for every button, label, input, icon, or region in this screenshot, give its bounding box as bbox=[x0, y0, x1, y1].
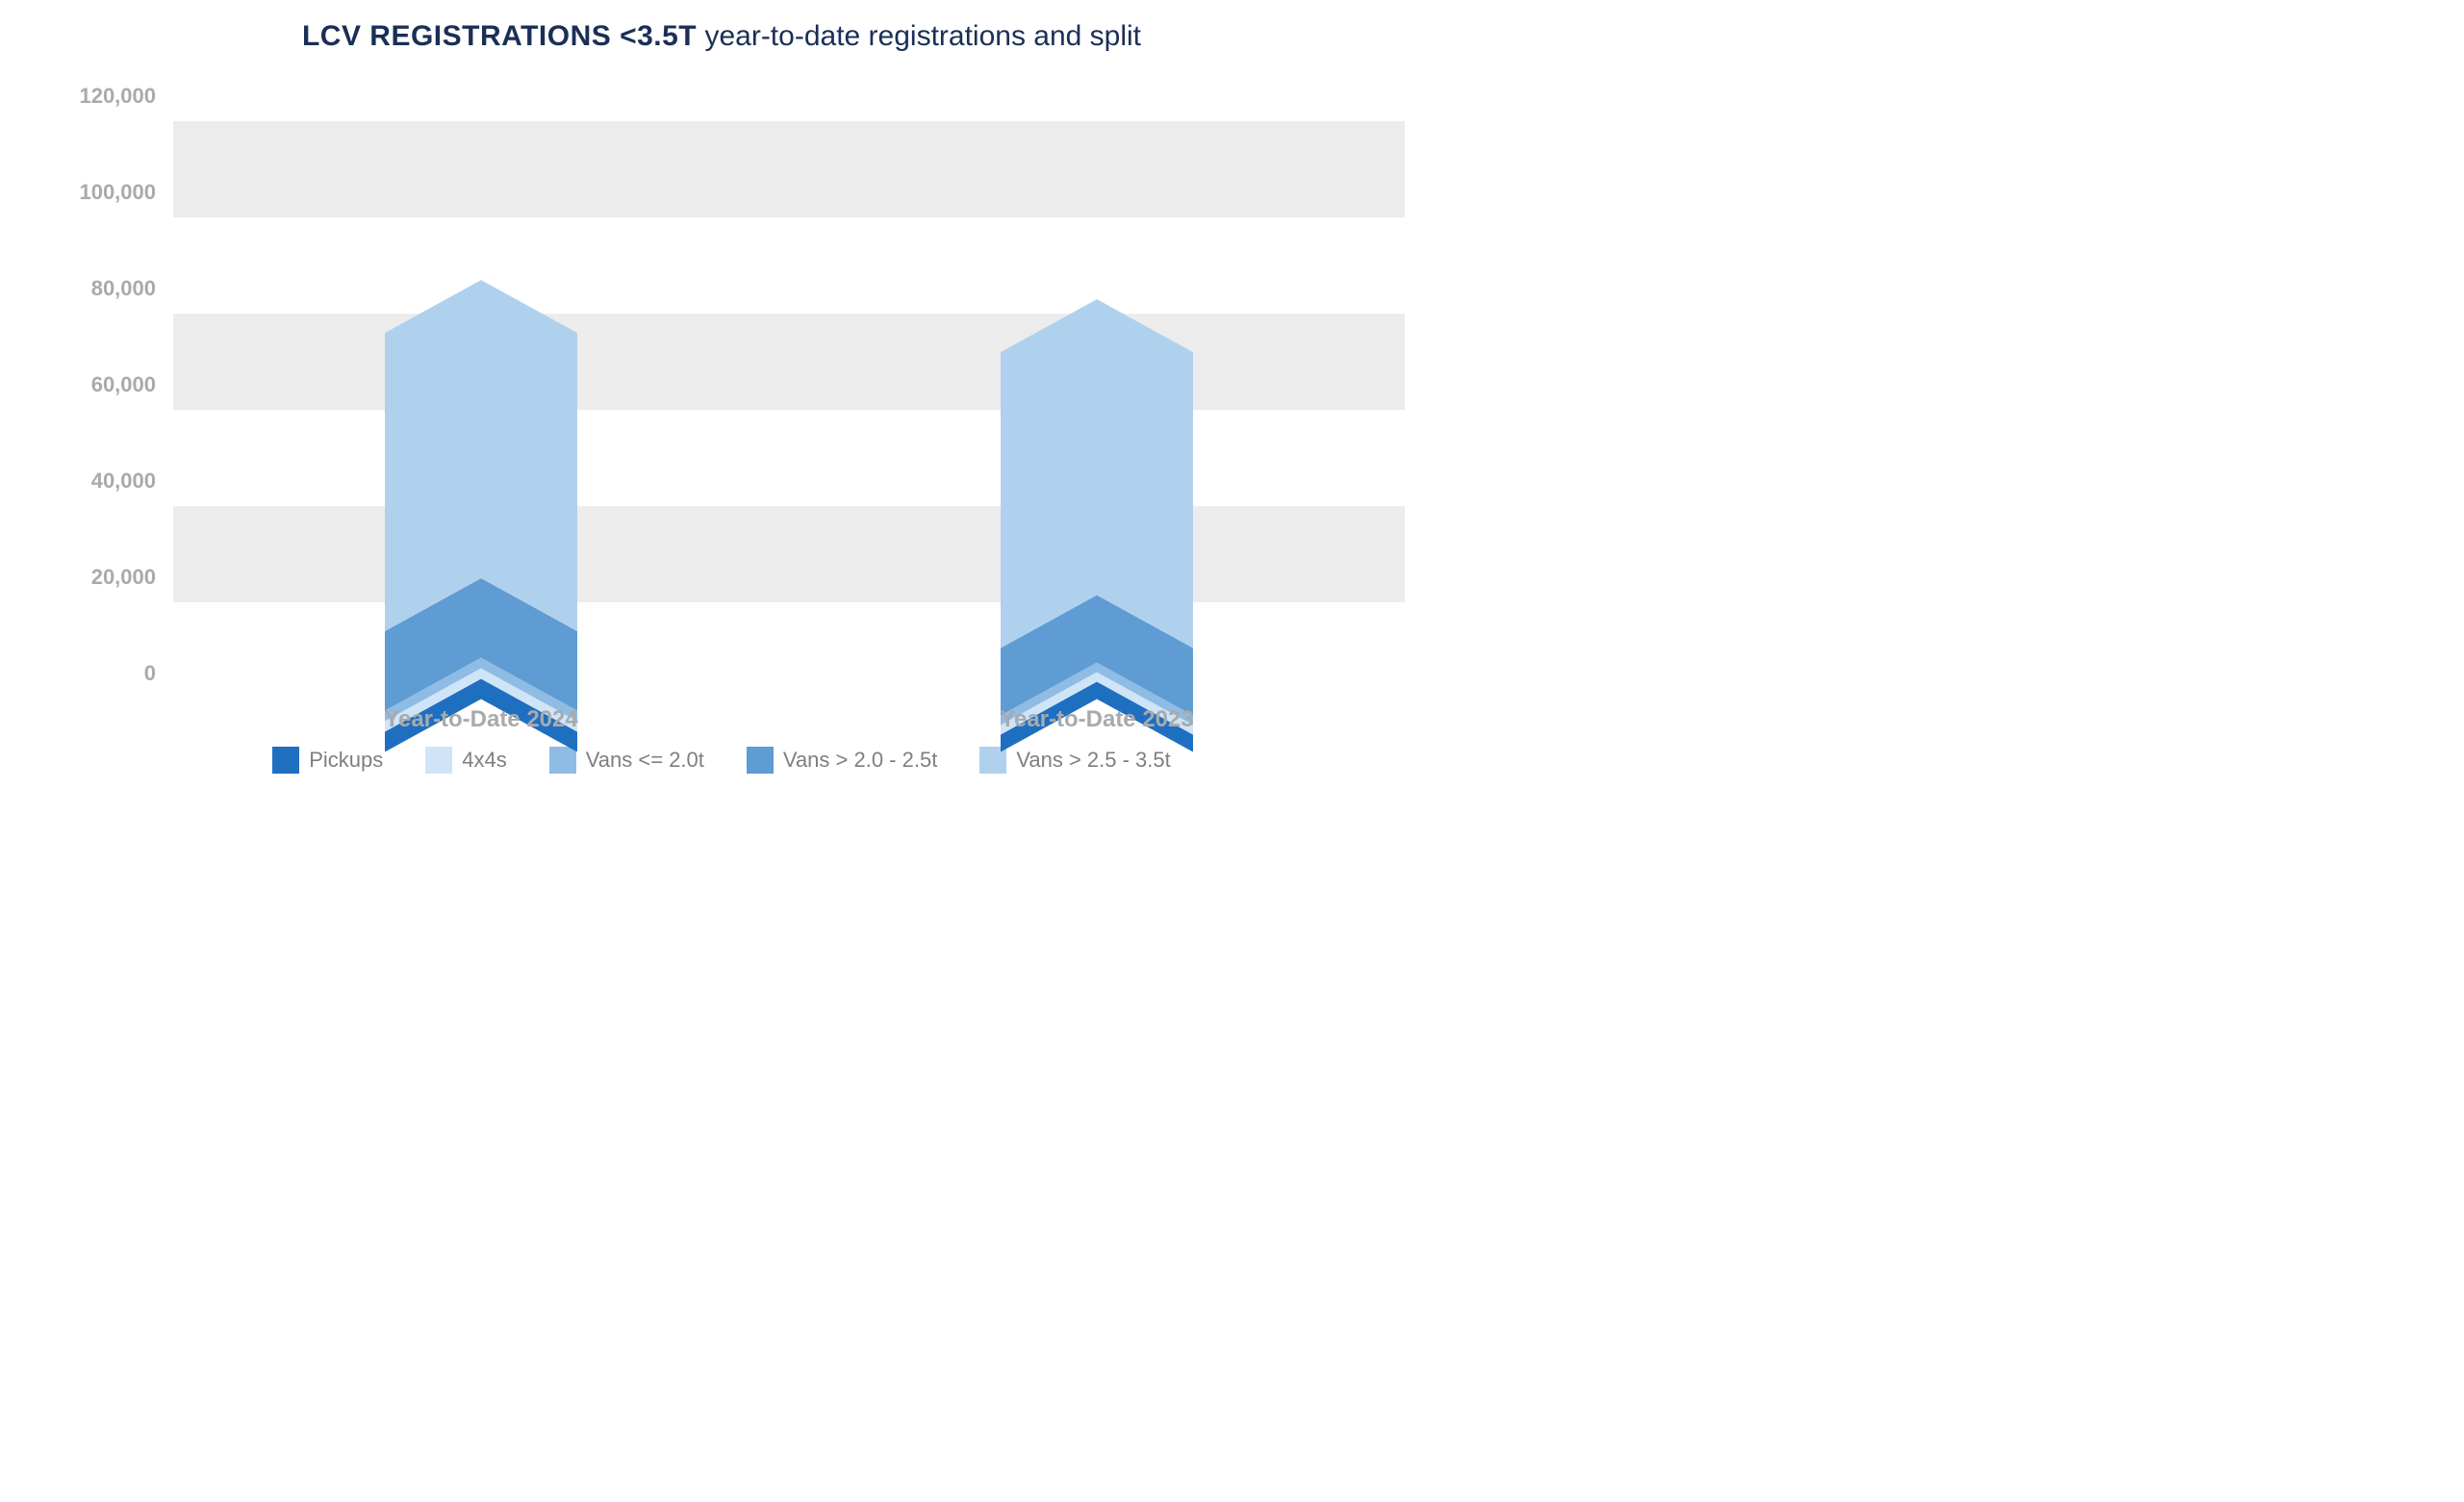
legend-item-pickups: Pickups bbox=[272, 747, 383, 774]
chart-title-rest: year-to-date registrations and split bbox=[697, 20, 1141, 52]
y-tick-label: 0 bbox=[144, 661, 173, 686]
legend-item-vans_2_25: Vans > 2.0 - 2.5t bbox=[747, 747, 937, 774]
legend: Pickups4x4sVans <= 2.0tVans > 2.0 - 2.5t… bbox=[19, 747, 1424, 774]
chart-title: LCV REGISTRATIONS <3.5T year-to-date reg… bbox=[19, 19, 1424, 54]
legend-label: Vans <= 2.0t bbox=[586, 748, 704, 773]
plot-region: 020,00040,00060,00080,000100,000120,000 bbox=[173, 121, 1405, 699]
chart-area: 020,00040,00060,00080,000100,000120,000 bbox=[173, 83, 1405, 699]
stacked-bar bbox=[1001, 297, 1193, 752]
y-tick-label: 80,000 bbox=[91, 276, 173, 301]
y-tick-label: 120,000 bbox=[79, 84, 173, 109]
x-axis-labels: Year-to-Date 2024 Year-to-Date 2023 bbox=[173, 706, 1405, 733]
bar-column bbox=[1001, 297, 1193, 700]
x-tick-label: Year-to-Date 2024 bbox=[384, 706, 577, 733]
legend-swatch bbox=[747, 747, 774, 774]
x-tick-label: Year-to-Date 2023 bbox=[1000, 706, 1193, 733]
legend-label: Vans > 2.0 - 2.5t bbox=[783, 748, 937, 773]
bar-column bbox=[385, 278, 577, 700]
y-tick-label: 60,000 bbox=[91, 372, 173, 397]
y-tick-label: 40,000 bbox=[91, 469, 173, 494]
y-tick-label: 100,000 bbox=[79, 180, 173, 205]
chart-title-bold: LCV REGISTRATIONS <3.5T bbox=[302, 20, 697, 52]
bars-container bbox=[173, 121, 1405, 699]
y-tick-label: 20,000 bbox=[91, 565, 173, 590]
legend-label: Pickups bbox=[309, 748, 383, 773]
stacked-bar bbox=[385, 278, 577, 752]
legend-swatch bbox=[272, 747, 299, 774]
